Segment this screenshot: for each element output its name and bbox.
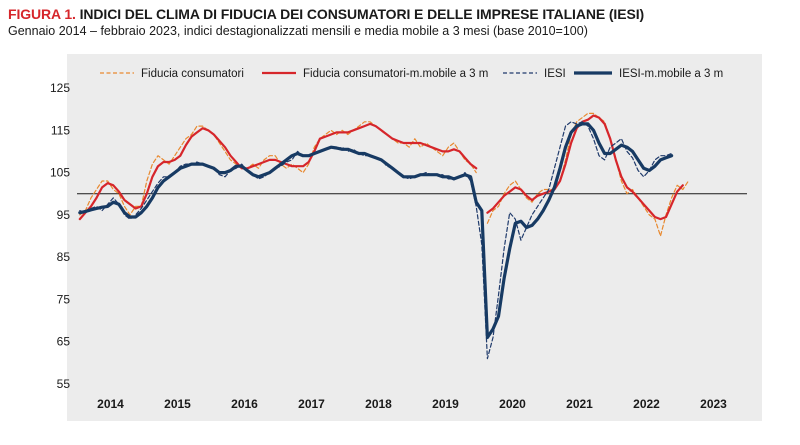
x-year-label: 2023	[700, 397, 727, 411]
chart-title: FIGURA 1. INDICI DEL CLIMA DI FIDUCIA DE…	[8, 6, 798, 22]
series-line	[486, 114, 684, 221]
plot-panel	[67, 54, 762, 421]
x-axis: 2014 2015 2016 2017 2018 2019 2020 2021 2022 2023	[97, 397, 727, 411]
y-tick-label: 85	[57, 250, 71, 264]
x-year-label: 2015	[164, 397, 191, 411]
legend-label: IESI	[544, 68, 566, 80]
x-year-label: 2017	[298, 397, 325, 411]
x-year-label: 2022	[633, 397, 660, 411]
chart-heading: FIGURA 1. INDICI DEL CLIMA DI FIDUCIA DE…	[8, 6, 798, 38]
series-line	[79, 121, 477, 216]
y-tick-label: 55	[57, 377, 71, 391]
y-tick-label: 105	[50, 166, 70, 180]
series-4	[78, 122, 674, 340]
series-line	[78, 122, 674, 340]
y-tick-label: 115	[51, 123, 70, 137]
chart-subtitle: Gennaio 2014 – febbraio 2023, indici des…	[8, 24, 588, 38]
x-year-label: 2014	[97, 397, 124, 411]
title-text: INDICI DEL CLIMA DI FIDUCIA DEI CONSUMAT…	[79, 6, 645, 22]
legend-label: Fiducia consumatori-m.mobile a 3 m	[303, 68, 488, 80]
y-tick-label: 75	[57, 292, 71, 306]
x-year-label: 2018	[365, 397, 392, 411]
series-lines	[77, 112, 747, 360]
x-year-label: 2020	[499, 397, 526, 411]
legend: Fiducia consumatori Fiducia consumatori-m…	[100, 68, 723, 80]
x-year-label: 2021	[566, 397, 593, 411]
x-year-label: 2016	[231, 397, 258, 411]
series-line	[78, 122, 478, 221]
figure-label: FIGURA 1.	[8, 6, 76, 22]
y-axis: 55 65 75 85 95 105 115 125	[50, 81, 70, 391]
x-year-label: 2019	[432, 397, 459, 411]
y-tick-label: 125	[50, 81, 70, 95]
legend-label: Fiducia consumatori	[141, 68, 244, 80]
series-2	[78, 114, 684, 221]
y-tick-label: 65	[57, 335, 71, 349]
y-tick-label: 95	[57, 208, 71, 222]
legend-label: IESI-m.mobile a 3 m	[619, 68, 723, 80]
